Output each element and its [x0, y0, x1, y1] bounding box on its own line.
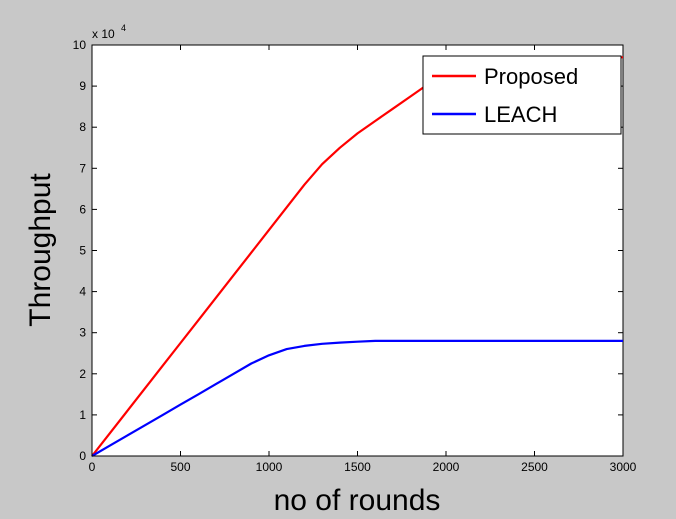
tick-layer: 0 500 1000 1500 2000 2500 3000 0 1 2 3 4 5 6 7 8 9 10	[73, 38, 637, 474]
y-multiplier-label: x 10	[92, 27, 115, 41]
y-tick-label: 1	[79, 408, 86, 422]
legend-label-leach: LEACH	[484, 102, 557, 127]
x-tick-label: 1000	[256, 460, 283, 474]
y-tick-label: 3	[79, 326, 86, 340]
y-tick-label: 6	[79, 202, 86, 216]
y-tick-label: 8	[79, 120, 86, 134]
legend-label-proposed: Proposed	[484, 64, 578, 89]
x-tick-label: 500	[170, 460, 190, 474]
x-axis-title: no of rounds	[274, 484, 441, 517]
x-tick-label: 2000	[433, 460, 460, 474]
y-tick-label: 2	[79, 367, 86, 381]
y-tick-label: 10	[73, 38, 87, 52]
series-line-leach	[91, 339, 623, 457]
y-tick-label: 7	[79, 161, 86, 175]
y-tick-label: 0	[79, 449, 86, 463]
y-tick-label: 9	[79, 79, 86, 93]
y-axis-title: Throughput	[24, 173, 57, 327]
x-tick-label: 1500	[344, 460, 371, 474]
x-tick-label: 2500	[521, 460, 548, 474]
x-tick-label: 0	[89, 460, 96, 474]
legend: Proposed LEACH	[422, 55, 622, 135]
y-tick-label: 5	[79, 244, 86, 258]
legend-box	[422, 55, 622, 135]
x-tick-label: 3000	[610, 460, 637, 474]
y-multiplier-exponent: 4	[121, 23, 126, 33]
y-tick-label: 4	[79, 285, 86, 299]
